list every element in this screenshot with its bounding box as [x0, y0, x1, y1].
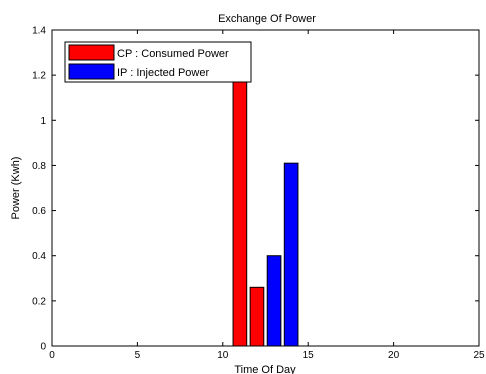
- x-axis-label: Time Of Day: [234, 364, 296, 374]
- x-tick-label: 0: [49, 350, 55, 361]
- legend: CP : Consumed Power IP : Injected Power: [64, 41, 252, 83]
- x-tick-label: 5: [135, 350, 141, 361]
- y-tick-label: 0: [40, 342, 46, 353]
- legend-swatch-ip: [68, 63, 115, 80]
- bars: [232, 74, 299, 347]
- legend-label-cp: CP : Consumed Power: [117, 48, 229, 60]
- y-tick-label: 1.4: [32, 26, 46, 37]
- y-tick-label: 0.2: [32, 296, 46, 307]
- x-axis: 0 5 10 15 20 25: [49, 30, 485, 361]
- legend-swatch-cp: [68, 44, 115, 61]
- bar-ip-1: [283, 162, 299, 347]
- y-tick-label: 1.2: [32, 71, 46, 82]
- y-tick-label: 0.4: [32, 251, 46, 262]
- x-tick-label: 15: [303, 350, 315, 361]
- bar-cp-0: [232, 74, 248, 347]
- x-tick-label: 25: [473, 350, 485, 361]
- y-tick-label: 0.6: [32, 206, 46, 217]
- legend-label-ip: IP : Injected Power: [117, 67, 209, 79]
- bar-ip-0: [266, 255, 282, 347]
- y-tick-label: 1: [40, 116, 46, 127]
- y-tick-label: 0.8: [32, 161, 46, 172]
- bar-cp-1: [249, 286, 265, 347]
- y-axis-label: Power (Kwh): [10, 157, 22, 220]
- plot-frame: [51, 29, 480, 347]
- x-tick-label: 10: [217, 350, 229, 361]
- y-axis: 0 0.2 0.4 0.6 0.8 1 1.2 1.4: [32, 26, 479, 353]
- x-tick-label: 20: [388, 350, 400, 361]
- chart-title: Exchange Of Power: [218, 13, 316, 25]
